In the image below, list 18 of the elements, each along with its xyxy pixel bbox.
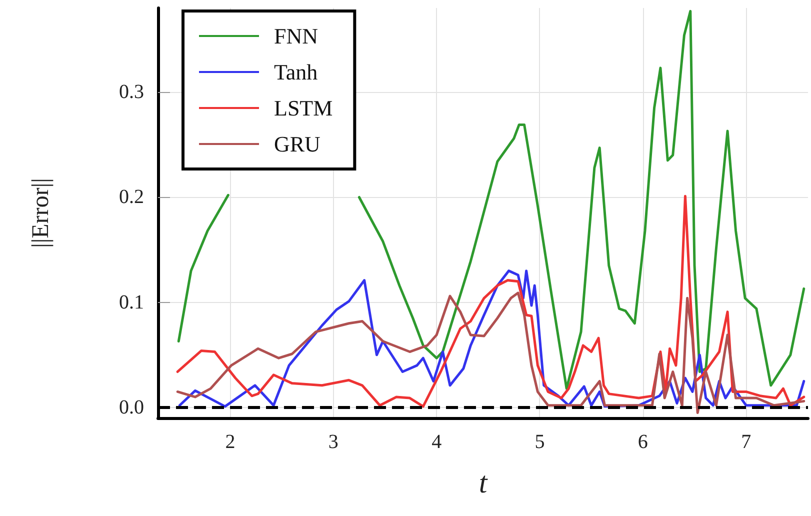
y-tick-label: 0.1 [119, 291, 144, 314]
x-axis-title: t [478, 466, 488, 500]
x-tick-label: 6 [638, 431, 648, 453]
legend-label: Tanh [274, 60, 318, 84]
y-tick-label: 0.2 [119, 186, 144, 208]
line-series [176, 194, 806, 408]
y-tick-label: 0.3 [119, 81, 144, 104]
legend-label: LSTM [274, 96, 333, 120]
x-tick-label: 3 [328, 431, 338, 453]
line-series [176, 292, 806, 414]
x-tick-label: 7 [741, 431, 752, 453]
x-tick-label: 2 [225, 431, 236, 453]
legend-label: GRU [274, 132, 321, 156]
y-axis-title: ||Error|| [28, 178, 54, 248]
legend-label: FNN [274, 24, 318, 48]
x-tick-label: 4 [432, 431, 442, 453]
y-tick-label: 0.0 [119, 396, 144, 418]
x-tick-label: 5 [534, 431, 545, 453]
